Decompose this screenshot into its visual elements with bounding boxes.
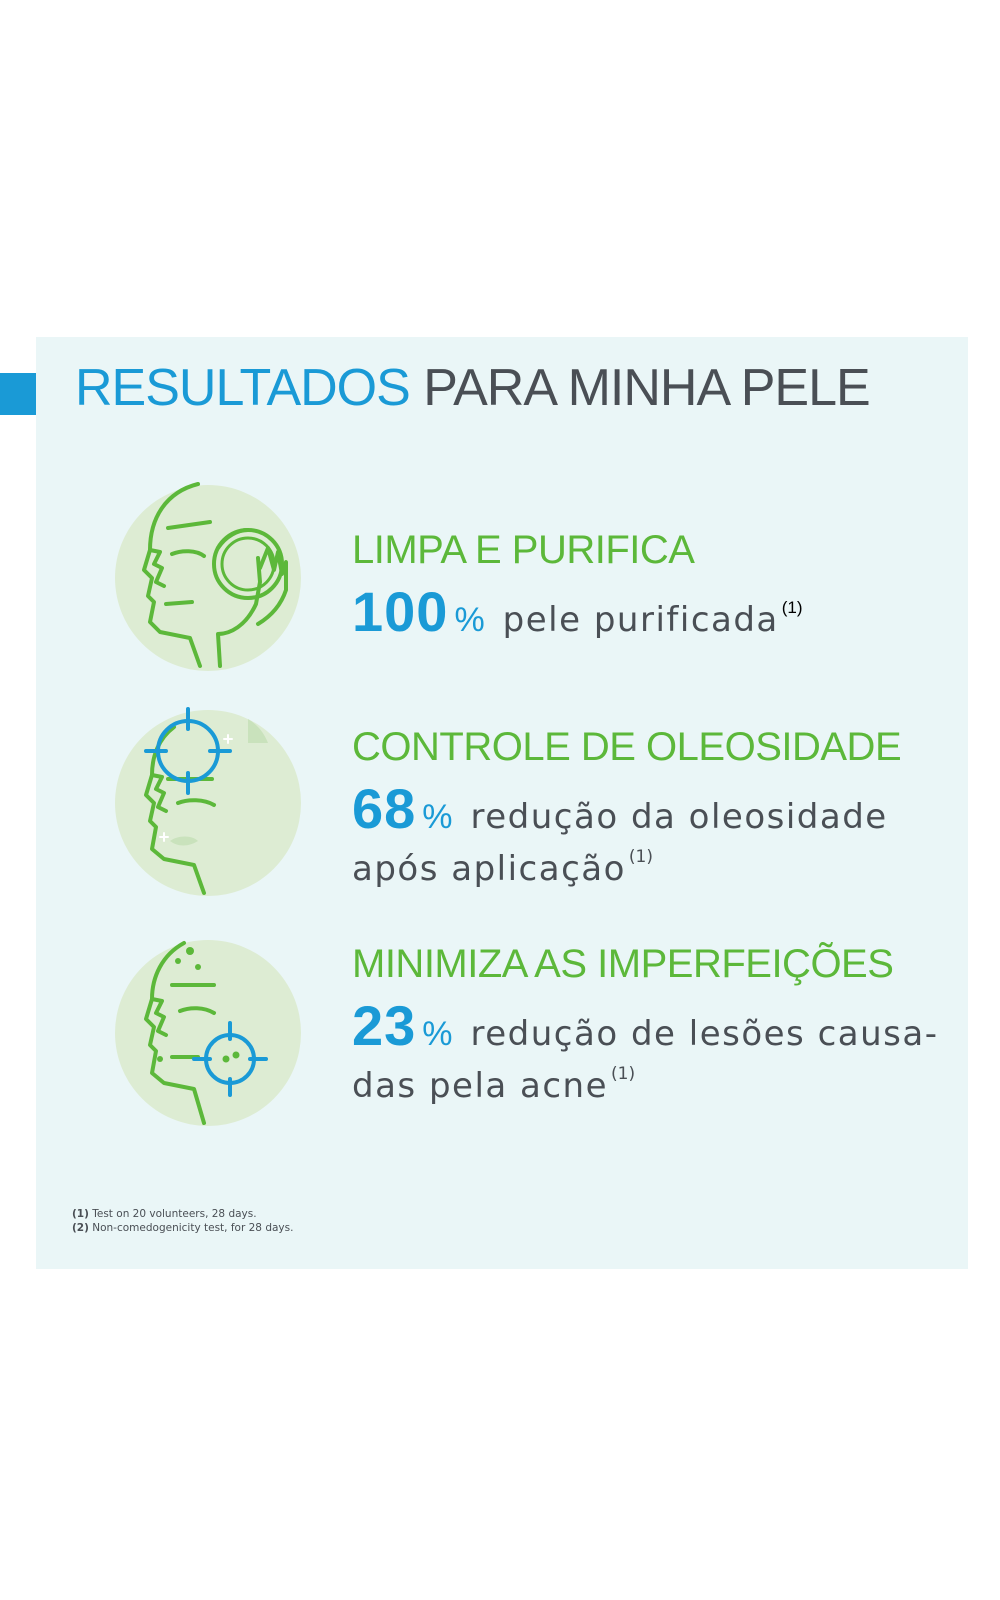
footnote-ref: (1) <box>628 847 654 867</box>
benefit-number: 68 <box>352 777 417 840</box>
face-target-blemish-icon <box>115 940 301 1126</box>
benefit-description-cont: após aplicação <box>352 849 626 889</box>
footnote: (1) Test on 20 volunteers, 28 days. <box>72 1208 293 1222</box>
footnote: (2) Non-comedogenicity test, for 28 days… <box>72 1222 293 1236</box>
benefit-number: 100 <box>352 580 449 643</box>
page-title: RESULTADOS PARA MINHA PELE <box>75 359 871 417</box>
benefit-description-cont: das pela acne <box>352 1066 609 1106</box>
benefit-description: pele purificada <box>502 600 779 640</box>
accent-bar <box>0 373 36 415</box>
title-highlight: RESULTADOS <box>75 359 411 417</box>
benefit-number: 23 <box>352 994 417 1057</box>
benefit-title: MINIMIZA AS IMPERFEIÇÕES <box>352 942 894 986</box>
face-cleansing-pad-icon <box>115 482 301 671</box>
benefit-title: LIMPA E PURIFICA <box>352 528 695 572</box>
percent-sign: % <box>454 601 485 639</box>
benefit-cleanse: LIMPA E PURIFICA 100% pele purificada (1) <box>352 530 803 640</box>
benefit-title: CONTROLE DE OLEOSIDADE <box>352 725 902 769</box>
benefit-description: redução de lesões causa- <box>470 1014 939 1054</box>
footnote-ref: (1) <box>611 1064 636 1084</box>
footnote-mark: (2) <box>72 1221 89 1234</box>
benefit-oil-control: CONTROLE DE OLEOSIDADE 68% redução da ole… <box>352 725 902 889</box>
percent-sign: % <box>422 1015 453 1053</box>
footnote-text: Test on 20 volunteers, 28 days. <box>92 1208 257 1220</box>
benefit-imperfections: MINIMIZA AS IMPERFEIÇÕES 23% redução de l… <box>352 944 938 1106</box>
footnotes: (1) Test on 20 volunteers, 28 days. (2) … <box>72 1208 293 1235</box>
percent-sign: % <box>422 798 453 836</box>
title-rest: PARA MINHA PELE <box>423 359 870 417</box>
footnote-ref: (1) <box>781 598 803 617</box>
face-target-oil-icon <box>115 707 301 896</box>
footnote-text: Non-comedogenicity test, for 28 days. <box>92 1221 294 1234</box>
footnote-mark: (1) <box>72 1208 89 1220</box>
benefit-description: redução da oleosidade <box>470 797 888 837</box>
